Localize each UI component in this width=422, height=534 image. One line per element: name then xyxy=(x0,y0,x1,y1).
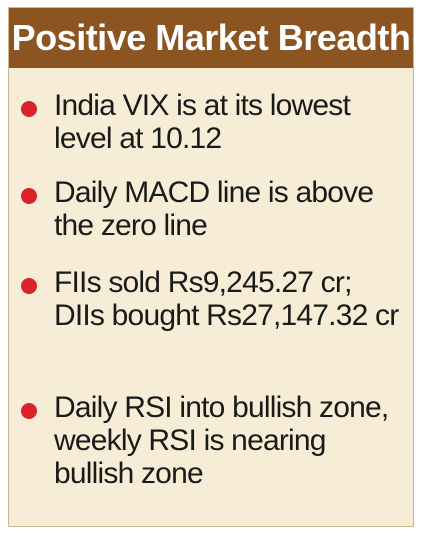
card-title: Positive Market Breadth xyxy=(11,17,411,58)
list-item-text: India VIX is at its lowest level at 10.1… xyxy=(54,89,351,155)
bullet-dot-icon xyxy=(21,278,37,294)
bullet-dot-icon xyxy=(21,188,37,204)
list-item-text: Daily RSI into bullish zone, weekly RSI … xyxy=(54,391,389,490)
bullet-dot-icon xyxy=(21,101,37,117)
market-breadth-card: Positive Market Breadth India VIX is at … xyxy=(8,7,414,527)
card-header: Positive Market Breadth xyxy=(9,8,413,68)
bullet-dot-icon xyxy=(21,403,37,419)
list-item-text: Daily MACD line is above the zero line xyxy=(54,176,374,242)
list-item-text: FIIs sold Rs9,245.27 cr; DIIs bought Rs2… xyxy=(54,266,399,332)
